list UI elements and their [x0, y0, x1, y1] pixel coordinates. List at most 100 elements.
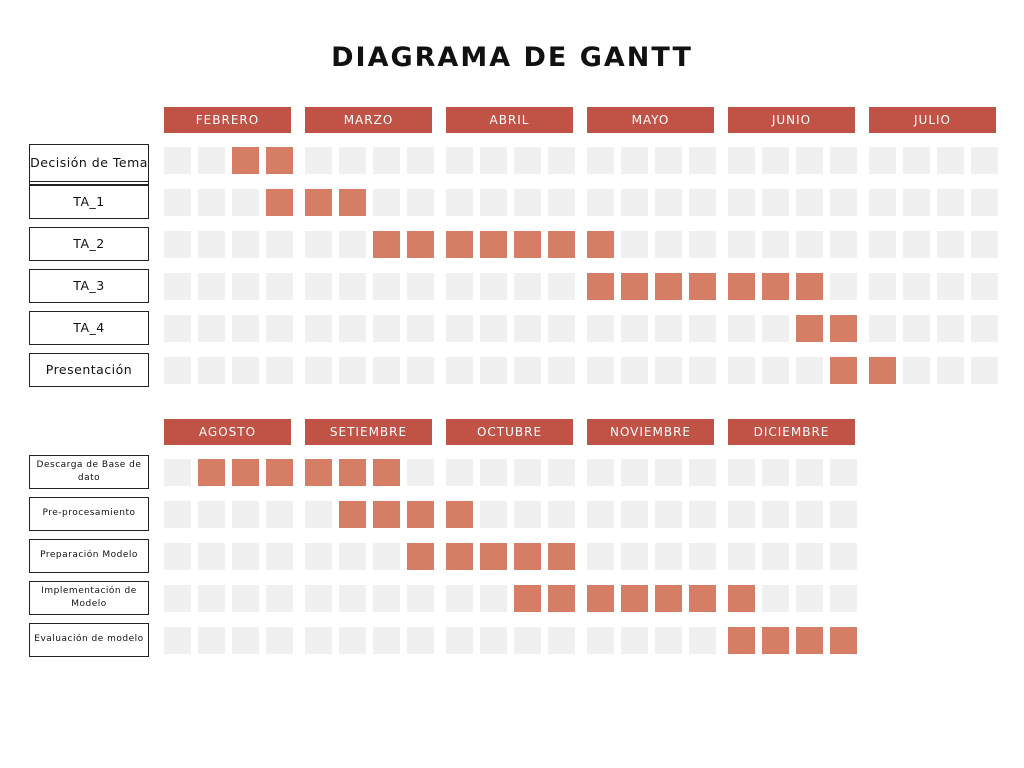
gantt-cell — [266, 585, 293, 612]
gantt-cell — [830, 585, 857, 612]
gantt-cell-active — [266, 147, 293, 174]
gantt-cell — [762, 315, 789, 342]
gantt-cell — [514, 273, 541, 300]
gantt-cell-active — [232, 147, 259, 174]
gantt-cell — [762, 147, 789, 174]
gantt-cell-active — [339, 189, 366, 216]
gantt-cell — [903, 147, 930, 174]
gantt-cell — [164, 543, 191, 570]
gantt-cell — [305, 315, 332, 342]
gantt-cell — [305, 543, 332, 570]
gantt-cell-active — [796, 315, 823, 342]
gantt-cell — [305, 585, 332, 612]
gantt-cell-active — [480, 543, 507, 570]
gantt-cell — [198, 231, 225, 258]
gantt-cell-active — [339, 501, 366, 528]
gantt-cell — [655, 501, 682, 528]
month-header-setiembre: SETIEMBRE — [305, 419, 432, 445]
gantt-cell — [232, 501, 259, 528]
gantt-cell — [903, 189, 930, 216]
gantt-cell — [830, 459, 857, 486]
gantt-cell — [514, 147, 541, 174]
task-label: Implementación de Modelo — [29, 581, 149, 615]
gantt-cell — [937, 315, 964, 342]
gantt-cell — [373, 585, 400, 612]
task-label: TA_4 — [29, 311, 149, 345]
gantt-cell — [407, 315, 434, 342]
gantt-cell — [198, 501, 225, 528]
gantt-cell-active — [796, 273, 823, 300]
gantt-cell — [446, 315, 473, 342]
month-header-junio: JUNIO — [728, 107, 855, 133]
task-label: Evaluación de modelo — [29, 623, 149, 657]
gantt-cell — [232, 189, 259, 216]
gantt-cell — [830, 543, 857, 570]
gantt-cell-active — [446, 501, 473, 528]
gantt-cell — [480, 273, 507, 300]
gantt-cell — [339, 273, 366, 300]
gantt-cell-active — [373, 459, 400, 486]
gantt-cell — [266, 543, 293, 570]
gantt-cell — [903, 231, 930, 258]
gantt-cell — [480, 627, 507, 654]
gantt-cell — [548, 189, 575, 216]
gantt-cell — [728, 543, 755, 570]
gantt-cell — [266, 273, 293, 300]
gantt-cell — [339, 627, 366, 654]
gantt-cell — [514, 501, 541, 528]
gantt-cell-active — [762, 273, 789, 300]
gantt-cell — [407, 627, 434, 654]
gantt-cell — [305, 147, 332, 174]
month-header-marzo: MARZO — [305, 107, 432, 133]
task-label: TA_3 — [29, 269, 149, 303]
gantt-cell — [796, 459, 823, 486]
gantt-cell — [164, 273, 191, 300]
gantt-cell — [587, 357, 614, 384]
gantt-cell-active — [869, 357, 896, 384]
gantt-cell — [796, 147, 823, 174]
gantt-cell — [587, 543, 614, 570]
gantt-cell — [480, 357, 507, 384]
gantt-cell — [869, 189, 896, 216]
gantt-cell — [446, 273, 473, 300]
gantt-cell — [937, 357, 964, 384]
gantt-cell — [305, 627, 332, 654]
gantt-cell-active — [232, 459, 259, 486]
gantt-cell — [762, 501, 789, 528]
gantt-cell — [407, 147, 434, 174]
gantt-cell — [339, 231, 366, 258]
gantt-cell-active — [689, 585, 716, 612]
gantt-cell — [305, 357, 332, 384]
gantt-cell — [796, 357, 823, 384]
gantt-cell-active — [266, 459, 293, 486]
task-label: Preparación Modelo — [29, 539, 149, 573]
gantt-cell — [164, 459, 191, 486]
gantt-cell — [689, 147, 716, 174]
gantt-cell-active — [446, 231, 473, 258]
gantt-cell — [446, 585, 473, 612]
gantt-cell — [480, 147, 507, 174]
gantt-cell-active — [514, 585, 541, 612]
gantt-cell — [548, 357, 575, 384]
gantt-cell — [796, 543, 823, 570]
gantt-cell — [198, 315, 225, 342]
task-label: Decisión de Tema — [29, 144, 149, 182]
gantt-cell — [198, 357, 225, 384]
gantt-cell — [548, 459, 575, 486]
gantt-cell — [689, 459, 716, 486]
gantt-cell-active — [339, 459, 366, 486]
gantt-cell — [305, 273, 332, 300]
gantt-cell — [689, 543, 716, 570]
gantt-cell — [305, 501, 332, 528]
gantt-cell — [514, 627, 541, 654]
task-label: TA_1 — [29, 185, 149, 219]
page-title: DIAGRAMA DE GANTT — [331, 42, 693, 73]
gantt-cell — [689, 315, 716, 342]
gantt-cell — [830, 231, 857, 258]
gantt-cell — [407, 585, 434, 612]
gantt-cell — [655, 315, 682, 342]
month-header-mayo: MAYO — [587, 107, 714, 133]
gantt-cell — [621, 627, 648, 654]
gantt-cell — [266, 501, 293, 528]
gantt-cell — [621, 501, 648, 528]
